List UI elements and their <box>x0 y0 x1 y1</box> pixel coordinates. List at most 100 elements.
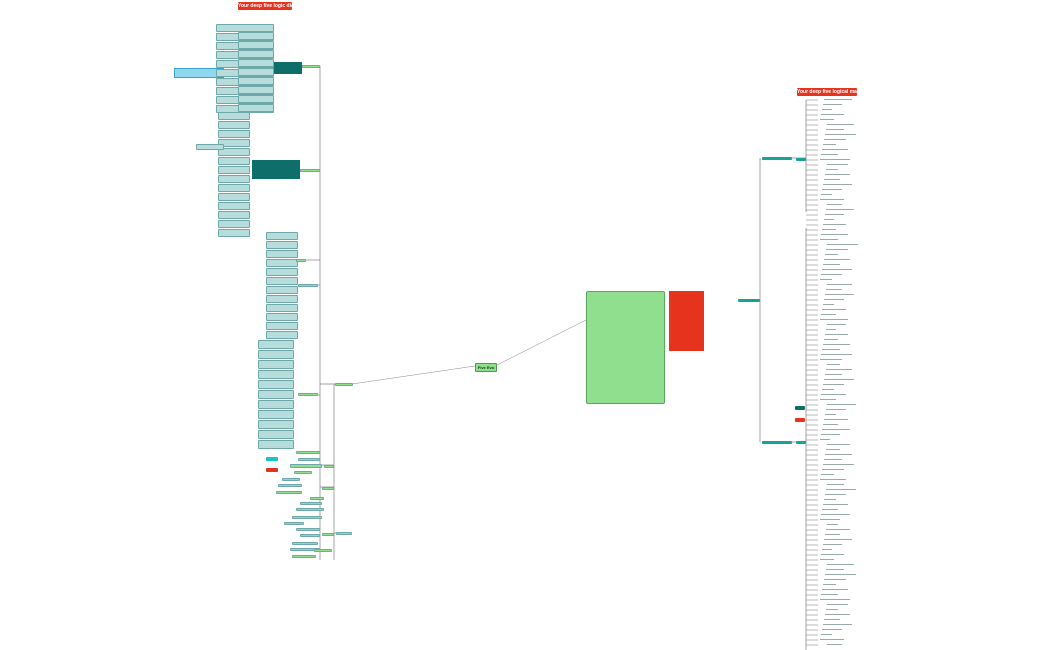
right-leaf-node[interactable] <box>826 129 844 131</box>
right-leaf-node[interactable] <box>824 219 834 221</box>
right-leaf-node[interactable] <box>824 99 852 101</box>
left-node-2[interactable] <box>218 166 250 174</box>
right-leaf-node[interactable] <box>822 349 840 351</box>
right-leaf-node[interactable] <box>821 194 832 196</box>
green-node-16[interactable] <box>292 516 322 519</box>
right-leaf-node[interactable] <box>820 239 838 241</box>
right-leaf-node[interactable] <box>821 234 848 236</box>
left-node-4[interactable] <box>266 241 298 249</box>
right-leaf-node[interactable] <box>820 319 848 321</box>
left-node-4[interactable] <box>266 268 298 276</box>
left-node-2[interactable] <box>218 229 250 237</box>
right-leaf-node[interactable] <box>825 334 848 336</box>
left-node-4[interactable] <box>266 286 298 294</box>
left-node-5[interactable] <box>258 420 294 429</box>
left-node-1[interactable] <box>238 77 274 85</box>
right-leaf-node[interactable] <box>826 489 856 491</box>
right-subbranch-a[interactable] <box>796 158 806 161</box>
right-leaf-node[interactable] <box>825 294 854 296</box>
left-node-5[interactable] <box>258 380 294 389</box>
green-node-12[interactable] <box>276 491 302 494</box>
right-leaf-node[interactable] <box>826 169 838 171</box>
right-leaf-node[interactable] <box>827 604 848 606</box>
right-leaf-node[interactable] <box>821 434 840 436</box>
left-node-4[interactable] <box>266 313 298 321</box>
left-node-4[interactable] <box>266 277 298 285</box>
right-leaf-node[interactable] <box>824 379 854 381</box>
green-node-20[interactable] <box>292 542 318 545</box>
right-leaf-node[interactable] <box>827 524 838 526</box>
green-node-11[interactable] <box>278 484 302 487</box>
right-leaf-node[interactable] <box>823 224 846 226</box>
right-red-tag[interactable] <box>795 418 805 422</box>
left-node-5[interactable] <box>258 350 294 359</box>
right-leaf-node[interactable] <box>824 179 840 181</box>
right-leaf-node[interactable] <box>820 199 844 201</box>
left-node-5[interactable] <box>258 340 294 349</box>
green-node-15[interactable] <box>296 508 324 511</box>
right-leaf-node[interactable] <box>823 344 850 346</box>
green-node-26[interactable] <box>322 487 334 490</box>
left-node-1[interactable] <box>238 50 274 58</box>
left-node-2[interactable] <box>218 157 250 165</box>
right-leaf-node[interactable] <box>824 299 844 301</box>
left-node-2[interactable] <box>218 220 250 228</box>
left-node-5[interactable] <box>258 360 294 369</box>
left-node-1[interactable] <box>238 32 274 40</box>
central-topic[interactable]: Five Evo <box>475 363 497 372</box>
left-map-title-banner[interactable]: Your deep five logic diafer <box>238 2 301 10</box>
green-detail-panel[interactable] <box>586 291 665 404</box>
right-leaf-node[interactable] <box>825 454 852 456</box>
right-leaf-node[interactable] <box>821 314 836 316</box>
left-node-2[interactable] <box>218 112 250 120</box>
right-leaf-node[interactable] <box>827 364 840 366</box>
right-leaf-node[interactable] <box>824 499 836 501</box>
left-node-4[interactable] <box>266 295 298 303</box>
right-leaf-node[interactable] <box>823 184 852 186</box>
green-node-25[interactable] <box>314 549 332 552</box>
right-leaf-node[interactable] <box>827 444 850 446</box>
right-leaf-node[interactable] <box>822 549 832 551</box>
left-node-4[interactable] <box>266 322 298 330</box>
right-leaf-node[interactable] <box>822 309 846 311</box>
right-leaf-node[interactable] <box>821 394 846 396</box>
left-node-2[interactable] <box>218 202 250 210</box>
right-leaf-node[interactable] <box>825 174 850 176</box>
right-leaf-node[interactable] <box>824 539 852 541</box>
green-node-23[interactable] <box>336 532 352 535</box>
right-leaf-node[interactable] <box>823 304 834 306</box>
right-leaf-node[interactable] <box>822 509 838 511</box>
right-leaf-node[interactable] <box>820 439 830 441</box>
left-node-0[interactable] <box>216 24 274 32</box>
right-leaf-node[interactable] <box>825 134 856 136</box>
left-node-1[interactable] <box>238 104 274 112</box>
left-node-1[interactable] <box>238 68 274 76</box>
right-leaf-node[interactable] <box>826 249 848 251</box>
right-leaf-node[interactable] <box>826 449 840 451</box>
right-leaf-node[interactable] <box>827 284 852 286</box>
right-leaf-node[interactable] <box>823 584 836 586</box>
right-branch-1[interactable] <box>762 157 792 160</box>
cyan-tag[interactable] <box>266 457 278 461</box>
left-node-2[interactable] <box>218 211 250 219</box>
right-leaf-node[interactable] <box>822 589 848 591</box>
right-leaf-node[interactable] <box>825 254 838 256</box>
right-leaf-node[interactable] <box>820 279 832 281</box>
left-node-4[interactable] <box>266 250 298 258</box>
green-node-3[interactable] <box>298 284 318 287</box>
left-node-2[interactable] <box>218 193 250 201</box>
teal-summary-box-1[interactable] <box>272 62 302 74</box>
green-node-0[interactable] <box>302 65 320 68</box>
right-map-title-banner[interactable]: Your deep five logical map <box>797 88 860 96</box>
right-leaf-node[interactable] <box>821 154 838 156</box>
right-leaf-node[interactable] <box>826 569 844 571</box>
right-leaf-node[interactable] <box>822 109 832 111</box>
left-node-2[interactable] <box>218 139 250 147</box>
green-node-8[interactable] <box>290 464 322 468</box>
right-leaf-node[interactable] <box>821 274 842 276</box>
right-leaf-node[interactable] <box>827 644 842 646</box>
green-node-9[interactable] <box>294 471 312 474</box>
green-node-13[interactable] <box>310 497 324 500</box>
green-node-10[interactable] <box>282 478 300 481</box>
right-leaf-node[interactable] <box>824 419 848 421</box>
